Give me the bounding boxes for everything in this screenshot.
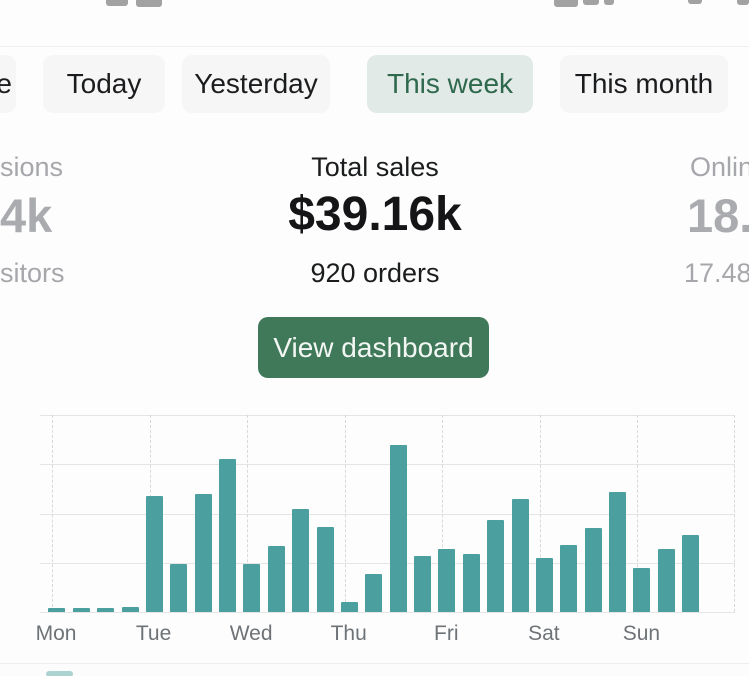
metric-left-sub: sitors [0,258,65,288]
date-range-tabs: e Today Yesterday This week This month [0,55,749,113]
day-boundary-gridline [539,415,541,612]
metric-left-label: sions [0,152,64,182]
x-label-mon: Mon [35,622,77,645]
clipped-text-remnant [604,0,614,5]
sales-bar-fri-3 [487,519,505,612]
clipped-text-remnant [106,0,128,6]
sales-bar-mon-1 [48,608,65,612]
total-sales-label: Total sales [311,152,439,182]
tab-this-week[interactable]: This week [367,55,533,113]
tab-today[interactable]: Today [43,55,165,113]
sales-bar-wed-3 [292,508,310,612]
clipped-text-remnant [688,0,702,4]
day-boundary-gridline [247,415,249,612]
sales-bar-thu-4 [414,555,432,612]
metric-total-sales: Total sales $39.16k 920 orders [175,0,575,300]
orders-count: 920 orders [310,258,440,288]
sales-bar-tue-2 [170,564,188,612]
clipped-bottom-strip [0,664,749,676]
x-label-fri: Fri [434,622,459,645]
sales-bar-sun-1 [633,567,651,612]
gridline-3k [40,464,735,466]
day-boundary-gridline [344,415,346,612]
top-divider [0,46,749,47]
clipped-text-remnant [583,0,599,5]
sales-bar-sun-2 [657,548,675,612]
metric-right-sub: 17.48 [684,258,749,288]
sales-bar-wed-1 [243,563,261,612]
metric-right-label: Onlin [690,152,749,182]
gridline-2k [40,513,735,515]
gridline-0 [40,612,735,613]
x-label-sat: Sat [528,622,560,645]
metric-right-value: 18. [687,189,749,242]
sales-bar-fri-1 [438,548,456,612]
x-label-sun: Sun [622,622,661,645]
sales-bar-wed-2 [267,546,285,612]
sales-bar-wed-4 [316,526,334,612]
sales-bar-sat-1 [535,557,553,612]
bottom-divider [0,663,749,664]
sales-bar-sat-2 [560,545,578,612]
sales-bar-sat-3 [584,528,602,612]
chart-plot-area [40,415,735,613]
view-dashboard-button[interactable]: View dashboard [258,317,489,378]
day-boundary-gridline [734,415,735,612]
sales-bar-sat-4 [609,492,627,612]
sales-bar-fri-2 [462,553,480,612]
sales-bar-tue-1 [145,496,163,612]
x-label-thu: Thu [330,622,367,645]
gridline-4k [40,415,735,416]
sales-bar-sun-3 [682,535,700,612]
x-label-wed: Wed [229,622,273,645]
tab-this-month[interactable]: This month [560,55,728,113]
sales-bar-fri-4 [511,499,529,612]
sales-bar-tue-3 [194,493,212,612]
sales-bar-thu-3 [389,444,407,612]
day-boundary-gridline [442,415,444,612]
total-sales-value: $39.16k [288,188,462,241]
sales-bar-mon-2 [72,608,90,612]
sales-bar-thu-2 [365,573,383,612]
tab-yesterday[interactable]: Yesterday [182,55,330,113]
metric-left-value: 4k [0,189,53,242]
clipped-text-remnant [737,0,749,5]
day-boundary-gridline [52,415,53,612]
x-label-tue: Tue [135,622,172,645]
sales-bar-mon-4 [121,606,139,612]
clipped-text-remnant [136,0,162,7]
sales-bar-mon-3 [97,608,114,612]
tab-partial-left[interactable]: e [0,55,16,113]
x-axis-labels: Mon Tue Wed Thu Fri Sat Sun [36,622,735,648]
clipped-text-remnant [554,0,578,7]
sales-bar-thu-1 [340,602,358,612]
day-boundary-gridline [637,415,639,612]
legend-dot-remnant [46,671,73,676]
gridline-1k [40,562,735,564]
sales-bar-tue-4 [219,459,237,612]
